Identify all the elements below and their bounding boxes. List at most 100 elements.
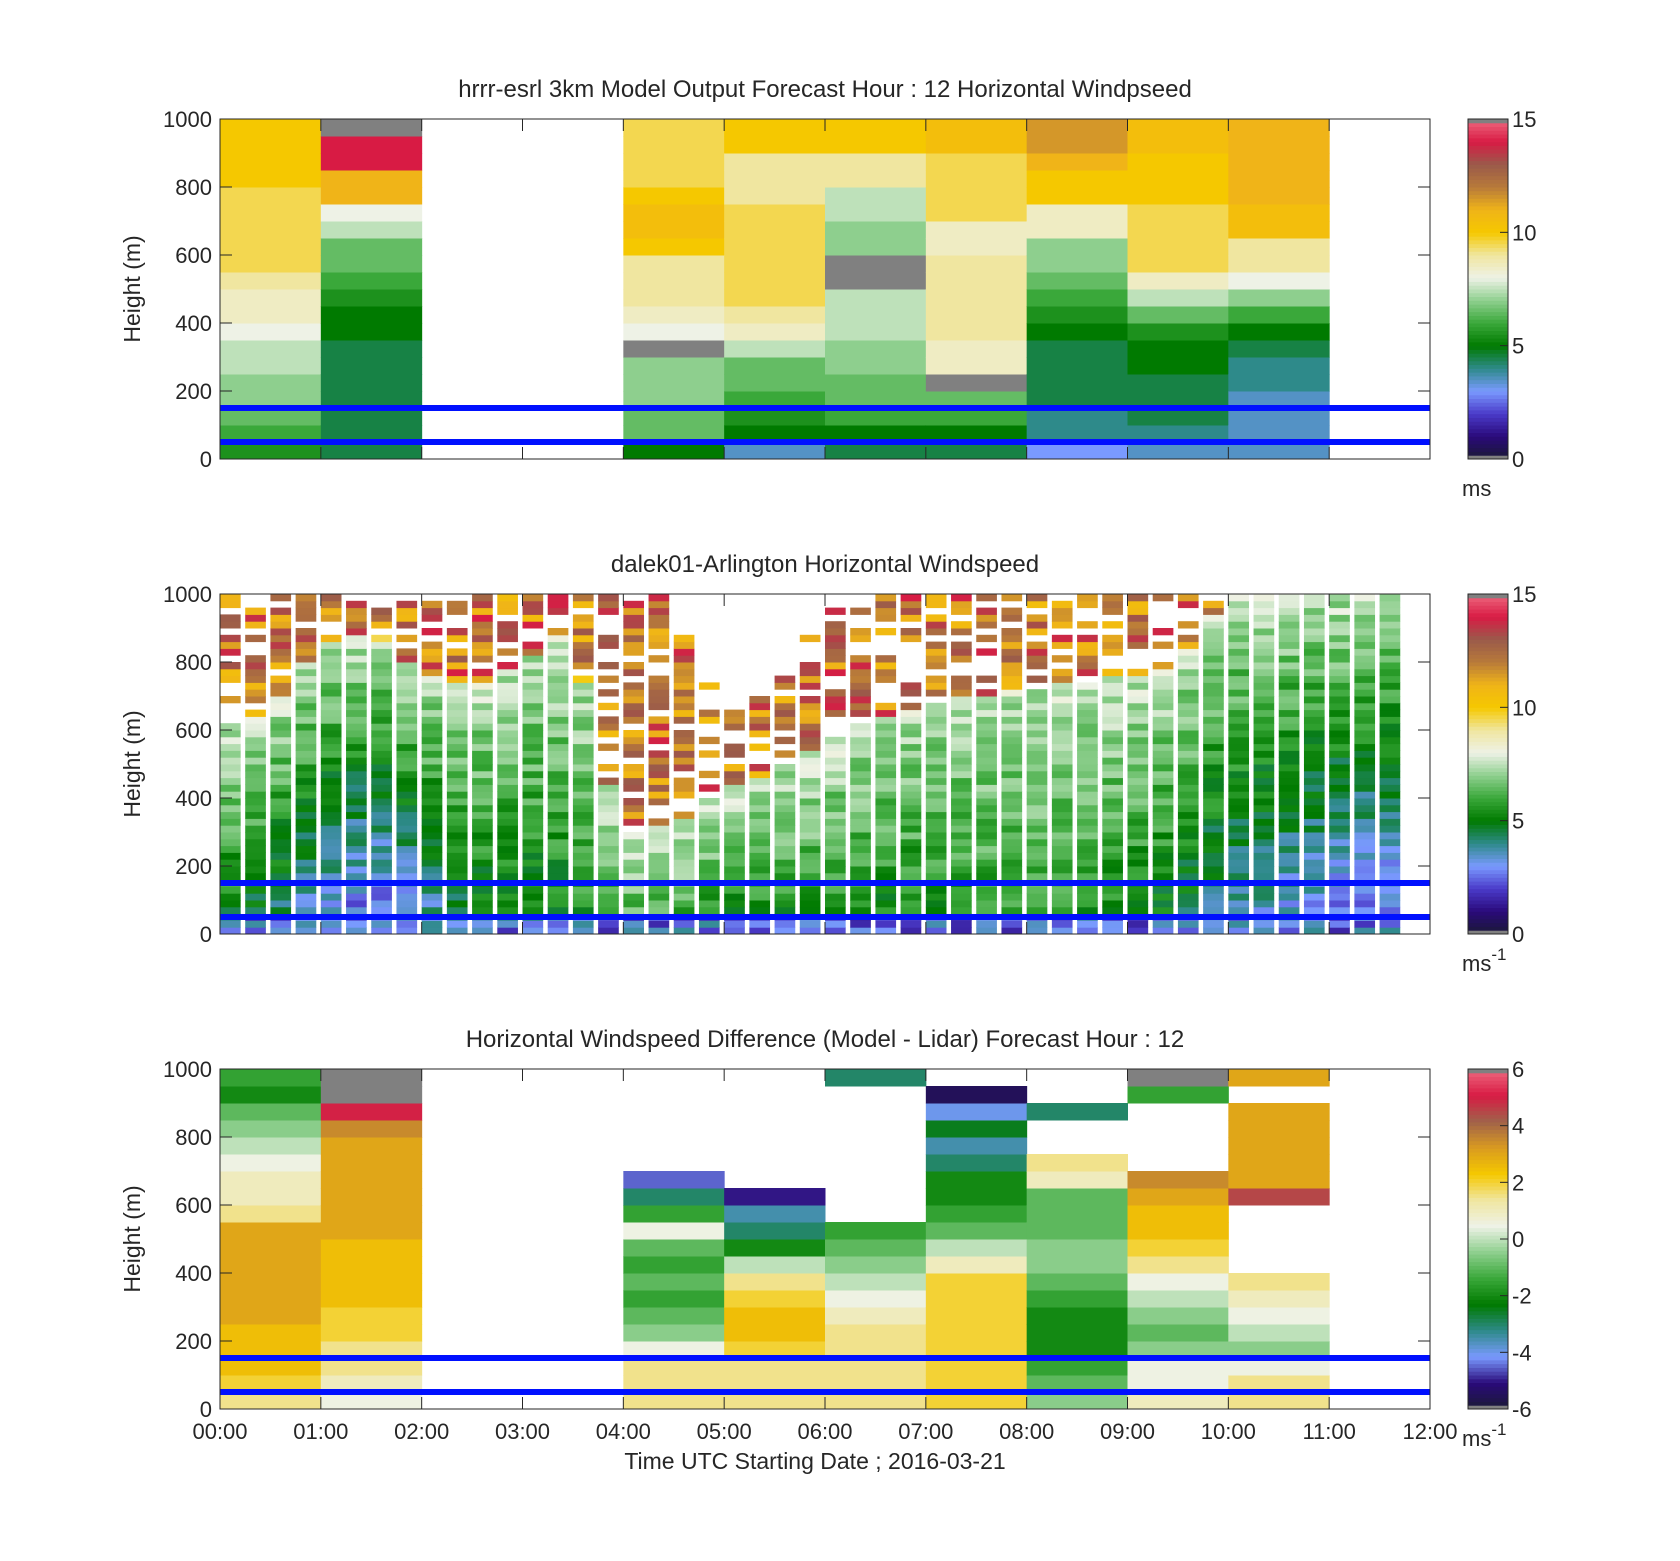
heatmap-cell xyxy=(724,204,826,222)
heatmap-cell xyxy=(421,893,443,901)
heatmap-cell xyxy=(1001,838,1023,847)
heatmap-cell xyxy=(925,119,1028,137)
colorbar-swatch xyxy=(1468,1341,1508,1346)
heatmap-cell xyxy=(648,730,670,738)
heatmap-cell xyxy=(698,784,720,792)
heatmap-cell xyxy=(1127,1290,1229,1308)
heatmap-cell xyxy=(421,770,443,779)
heatmap-cell xyxy=(875,832,897,840)
heatmap-cell xyxy=(976,709,997,717)
heatmap-cell xyxy=(1379,716,1401,724)
heatmap-cell xyxy=(472,804,493,813)
heatmap-cell xyxy=(1051,852,1073,860)
heatmap-cell xyxy=(270,702,292,711)
heatmap-cell xyxy=(925,743,947,751)
heatmap-cell xyxy=(522,798,544,806)
heatmap-cell xyxy=(1379,682,1401,690)
heatmap-cell xyxy=(396,743,418,751)
heatmap-cell xyxy=(925,818,947,826)
heatmap-cell xyxy=(648,906,670,915)
heatmap-cell xyxy=(623,621,645,629)
heatmap-cell xyxy=(1102,621,1123,629)
heatmap-cell xyxy=(522,838,544,847)
heatmap-cell xyxy=(295,920,317,928)
heatmap-cell xyxy=(270,709,292,717)
heatmap-cell xyxy=(1026,804,1048,813)
colorbar-swatch xyxy=(1468,183,1508,188)
heatmap-cell xyxy=(421,852,443,860)
heatmap-cell xyxy=(1329,927,1350,935)
heatmap-cell xyxy=(396,818,418,826)
heatmap-cell xyxy=(1354,893,1376,901)
heatmap-cell xyxy=(1253,641,1275,649)
heatmap-cell xyxy=(774,818,796,826)
heatmap-cell xyxy=(1329,791,1350,799)
heatmap-cell xyxy=(572,906,594,915)
panel-1: hrrr-esrl 3km Model Output Forecast Hour… xyxy=(119,76,1536,501)
heatmap-cell xyxy=(572,594,594,602)
heatmap-cell xyxy=(295,723,317,731)
heatmap-cell xyxy=(1026,662,1048,670)
heatmap-cell xyxy=(1253,648,1275,656)
heatmap-cell xyxy=(1203,866,1224,874)
heatmap-cell xyxy=(320,832,342,840)
heatmap-cell xyxy=(799,832,821,840)
heatmap-cell xyxy=(925,340,1028,358)
heatmap-cell xyxy=(976,920,997,928)
heatmap-cell xyxy=(446,798,468,806)
heatmap-cell xyxy=(623,1205,725,1223)
heatmap-cell xyxy=(623,920,645,928)
heatmap-cell xyxy=(497,804,518,813)
heatmap-cell xyxy=(1177,655,1199,663)
heatmap-cell xyxy=(951,757,972,765)
heatmap-cell xyxy=(724,1341,826,1359)
heatmap-cell xyxy=(371,655,392,663)
heatmap-cell xyxy=(1329,730,1350,738)
heatmap-cell xyxy=(1127,425,1229,443)
heatmap-cell xyxy=(1051,607,1073,615)
colorbar-swatch xyxy=(1468,900,1508,905)
heatmap-cell xyxy=(220,696,241,704)
heatmap-cell xyxy=(976,838,997,847)
colorbar-tick-label: -4 xyxy=(1512,1340,1532,1365)
heatmap-cell xyxy=(320,374,423,392)
colorbar-swatch xyxy=(1468,1235,1508,1240)
heatmap-cell xyxy=(1329,784,1350,792)
heatmap-cell xyxy=(320,1256,423,1274)
heatmap-cell xyxy=(270,838,292,847)
heatmap-cell xyxy=(1152,886,1174,894)
heatmap-cell xyxy=(572,764,594,772)
heatmap-cell xyxy=(396,852,418,860)
heatmap-cell xyxy=(698,832,720,840)
heatmap-cell xyxy=(1253,702,1275,711)
heatmap-cell xyxy=(497,872,518,881)
heatmap-cell xyxy=(1379,784,1401,792)
heatmap-cell xyxy=(825,927,846,935)
y-tick-label: 0 xyxy=(200,1397,212,1422)
heatmap-cell xyxy=(1228,1137,1330,1155)
colorbar-swatch xyxy=(1468,1186,1508,1191)
heatmap-cell xyxy=(446,906,468,915)
heatmap-cell xyxy=(1203,804,1224,813)
heatmap-cell xyxy=(270,777,292,785)
heatmap-cell xyxy=(1127,1375,1229,1393)
colorbar-swatch xyxy=(1468,745,1508,750)
heatmap-cell xyxy=(220,634,241,643)
heatmap-cell xyxy=(774,702,796,711)
heatmap-cell xyxy=(825,1324,927,1342)
colorbar-swatch xyxy=(1468,1148,1508,1153)
heatmap-cell xyxy=(1001,832,1023,840)
colorbar-swatch xyxy=(1468,387,1508,392)
heatmap-cell xyxy=(421,702,443,711)
heatmap-cell xyxy=(1303,818,1325,826)
heatmap-cell xyxy=(623,648,645,656)
heatmap-cell xyxy=(1102,709,1123,717)
colorbar-swatch xyxy=(1468,1371,1508,1376)
heatmap-cell xyxy=(547,750,569,758)
heatmap-cell xyxy=(1203,716,1224,724)
heatmap-cell xyxy=(1102,696,1123,704)
heatmap-cell xyxy=(1102,682,1123,690)
heatmap-cell xyxy=(1278,838,1300,847)
heatmap-cell xyxy=(698,804,720,813)
heatmap-cell xyxy=(648,791,670,799)
